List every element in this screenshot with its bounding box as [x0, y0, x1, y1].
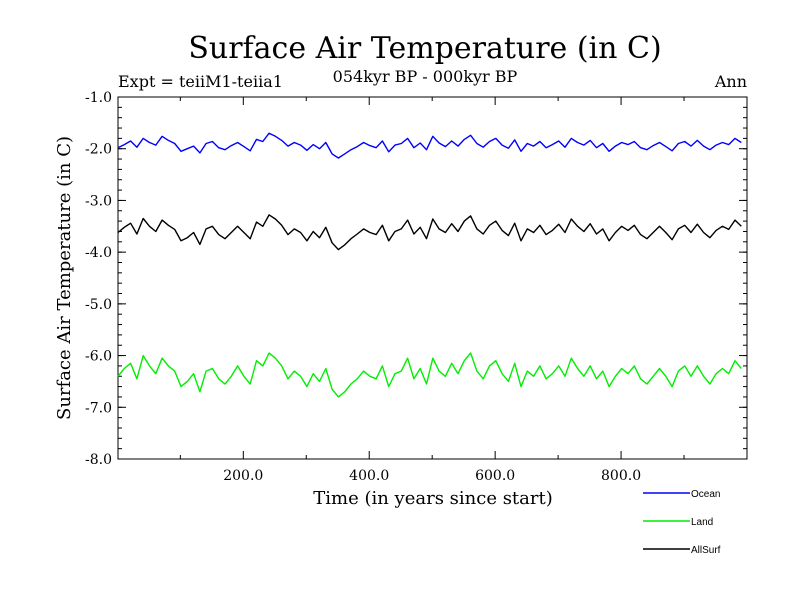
x-tick-label: 600.0 [475, 468, 515, 484]
legend-label-allsurf: AllSurf [691, 545, 721, 556]
series-layer [117, 132, 742, 398]
legend: Ocean Land AllSurf [643, 489, 721, 556]
x-tick-label: 400.0 [349, 468, 389, 484]
chart-title: Surface Air Temperature (in C) [188, 31, 661, 66]
x-tick-label: 200.0 [223, 468, 263, 484]
series-line-ocean [117, 132, 742, 159]
plot-frame [117, 96, 748, 460]
y-tick-label: -1.0 [85, 90, 112, 106]
y-tick-label: -4.0 [85, 245, 112, 261]
y-tick-label: -6.0 [85, 349, 112, 365]
x-tick-label: 800.0 [601, 468, 641, 484]
y-tick-label: -5.0 [85, 297, 112, 313]
axes: -1.0 -2.0 -3.0 -4.0 -5.0 -6.0 -7.0 -8.0 200.0 400… [85, 90, 748, 484]
legend-label-ocean: Ocean [691, 489, 720, 500]
y-tick-label: -2.0 [85, 142, 112, 158]
series-line-allsurf [117, 214, 742, 251]
y-tick-label: -8.0 [85, 452, 112, 468]
expt-label: Expt = teiiM1-teiia1 [118, 72, 283, 91]
chart-subtitle: 054kyr BP - 000kyr BP [333, 67, 518, 86]
y-axis-label: Surface Air Temperature (in C) [54, 136, 75, 420]
y-tick-label: -7.0 [85, 400, 112, 416]
season-label: Ann [714, 72, 747, 91]
legend-label-land: Land [691, 517, 713, 528]
y-tick-label: -3.0 [85, 193, 112, 209]
series-line-land [117, 352, 742, 398]
x-axis-label: Time (in years since start) [313, 488, 553, 509]
